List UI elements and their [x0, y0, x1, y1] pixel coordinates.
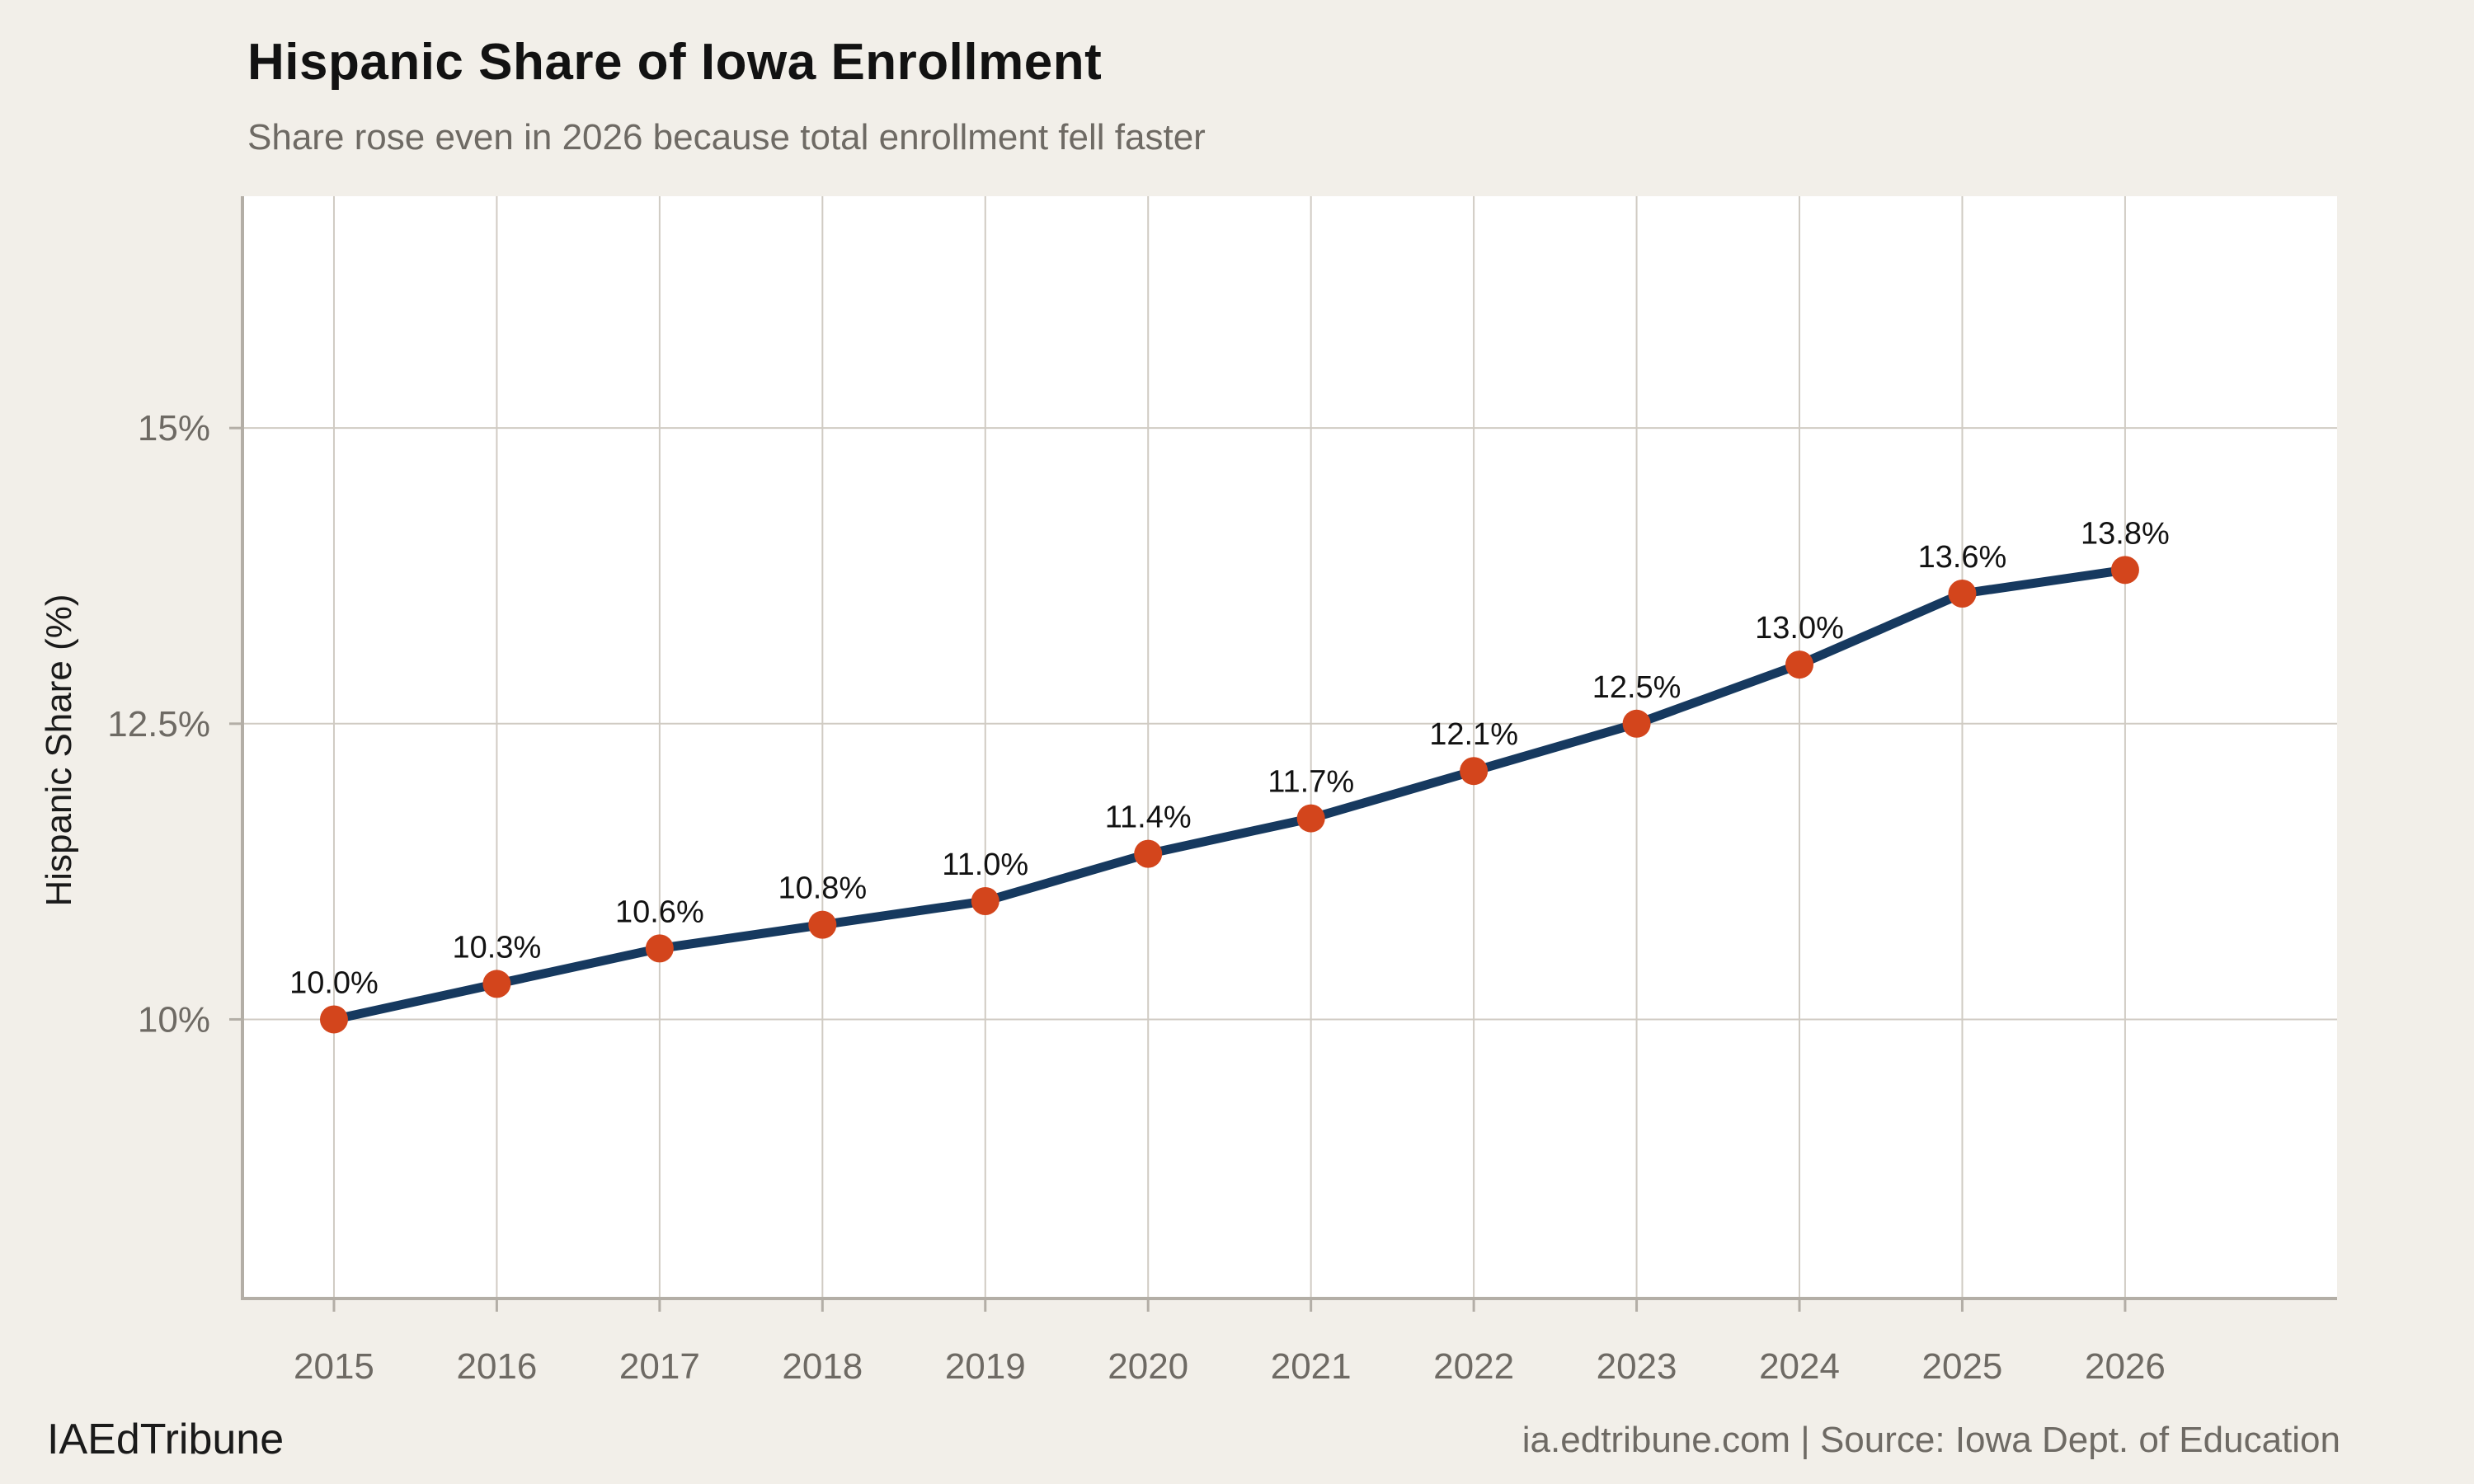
plot-area [242, 196, 2337, 1298]
data-point-label: 13.0% [1755, 611, 1844, 646]
y-tick-label: 15% [138, 408, 210, 448]
data-point [971, 886, 999, 915]
data-point-label: 10.3% [453, 930, 542, 965]
trend-line [329, 565, 2130, 1024]
x-tick-label: 2024 [1759, 1346, 1840, 1387]
x-tick-label: 2016 [456, 1346, 537, 1387]
data-point [645, 934, 674, 963]
x-tick-label: 2018 [782, 1346, 863, 1387]
data-point-label: 11.4% [1105, 801, 1192, 835]
data-point-label: 12.5% [1592, 670, 1681, 705]
footer-brand: IAEdTribune [47, 1416, 285, 1463]
data-point-label: 11.7% [1268, 765, 1354, 800]
data-point-label: 13.8% [2081, 516, 2170, 551]
x-tick-label: 2020 [1108, 1346, 1188, 1387]
data-point [2110, 556, 2139, 585]
data-point-label: 13.6% [1918, 540, 2007, 575]
data-point-label: 10.6% [615, 895, 704, 929]
data-point [1460, 757, 1489, 786]
data-point [808, 910, 837, 939]
x-tick-label: 2017 [619, 1346, 700, 1387]
data-point-label: 12.1% [1429, 717, 1518, 752]
data-point [319, 1005, 348, 1034]
data-point [1622, 709, 1651, 738]
y-tick-label: 10% [138, 999, 210, 1040]
footer-source-attribution: ia.edtribune.com | Source: Iowa Dept. of… [1522, 1420, 2340, 1460]
x-tick-label: 2023 [1597, 1346, 1677, 1387]
x-tick-label: 2022 [1433, 1346, 1514, 1387]
x-tick-label: 2026 [2085, 1346, 2166, 1387]
y-tick-label: 12.5% [107, 704, 210, 744]
data-point-label: 10.0% [289, 965, 379, 1000]
x-tick-label: 2019 [945, 1346, 1026, 1387]
data-point [1948, 580, 1977, 608]
chart-subtitle: Share rose even in 2026 because total en… [247, 117, 1206, 157]
data-point-label: 11.0% [942, 848, 1028, 882]
chart-title: Hispanic Share of Iowa Enrollment [247, 34, 1103, 91]
x-tick-label: 2015 [294, 1346, 374, 1387]
data-point [482, 970, 511, 998]
x-tick-label: 2021 [1271, 1346, 1352, 1387]
data-point-label: 10.8% [778, 871, 867, 906]
data-point [1134, 839, 1163, 868]
x-tick-label: 2025 [1922, 1346, 2003, 1387]
data-point [1785, 650, 1814, 679]
data-point [1296, 804, 1325, 833]
